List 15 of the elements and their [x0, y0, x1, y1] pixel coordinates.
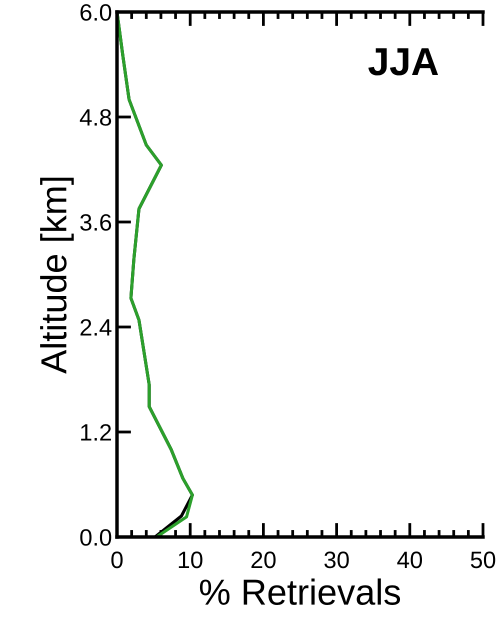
y-tick-label: 1.2	[81, 424, 111, 441]
y-tick-label: 6.0	[80, 4, 112, 21]
y-axis-title: Altitude [km]	[40, 178, 74, 374]
y-tick-label: 0.0	[80, 529, 112, 546]
x-tick-label: 30	[324, 552, 349, 568]
x-tick-label: 20	[251, 552, 276, 568]
y-tick-label: 2.4	[80, 319, 112, 336]
annotation: JJA	[368, 48, 438, 76]
y-tick-label: 3.6	[80, 214, 112, 231]
x-tick-label: 0	[111, 552, 123, 568]
y-tick-label: 4.8	[80, 109, 112, 126]
x-tick-label: 40	[397, 552, 422, 568]
x-axis-title: % Retrievals	[200, 578, 400, 605]
x-tick-label: 50	[470, 552, 496, 568]
x-tick-label: 10	[178, 552, 202, 568]
